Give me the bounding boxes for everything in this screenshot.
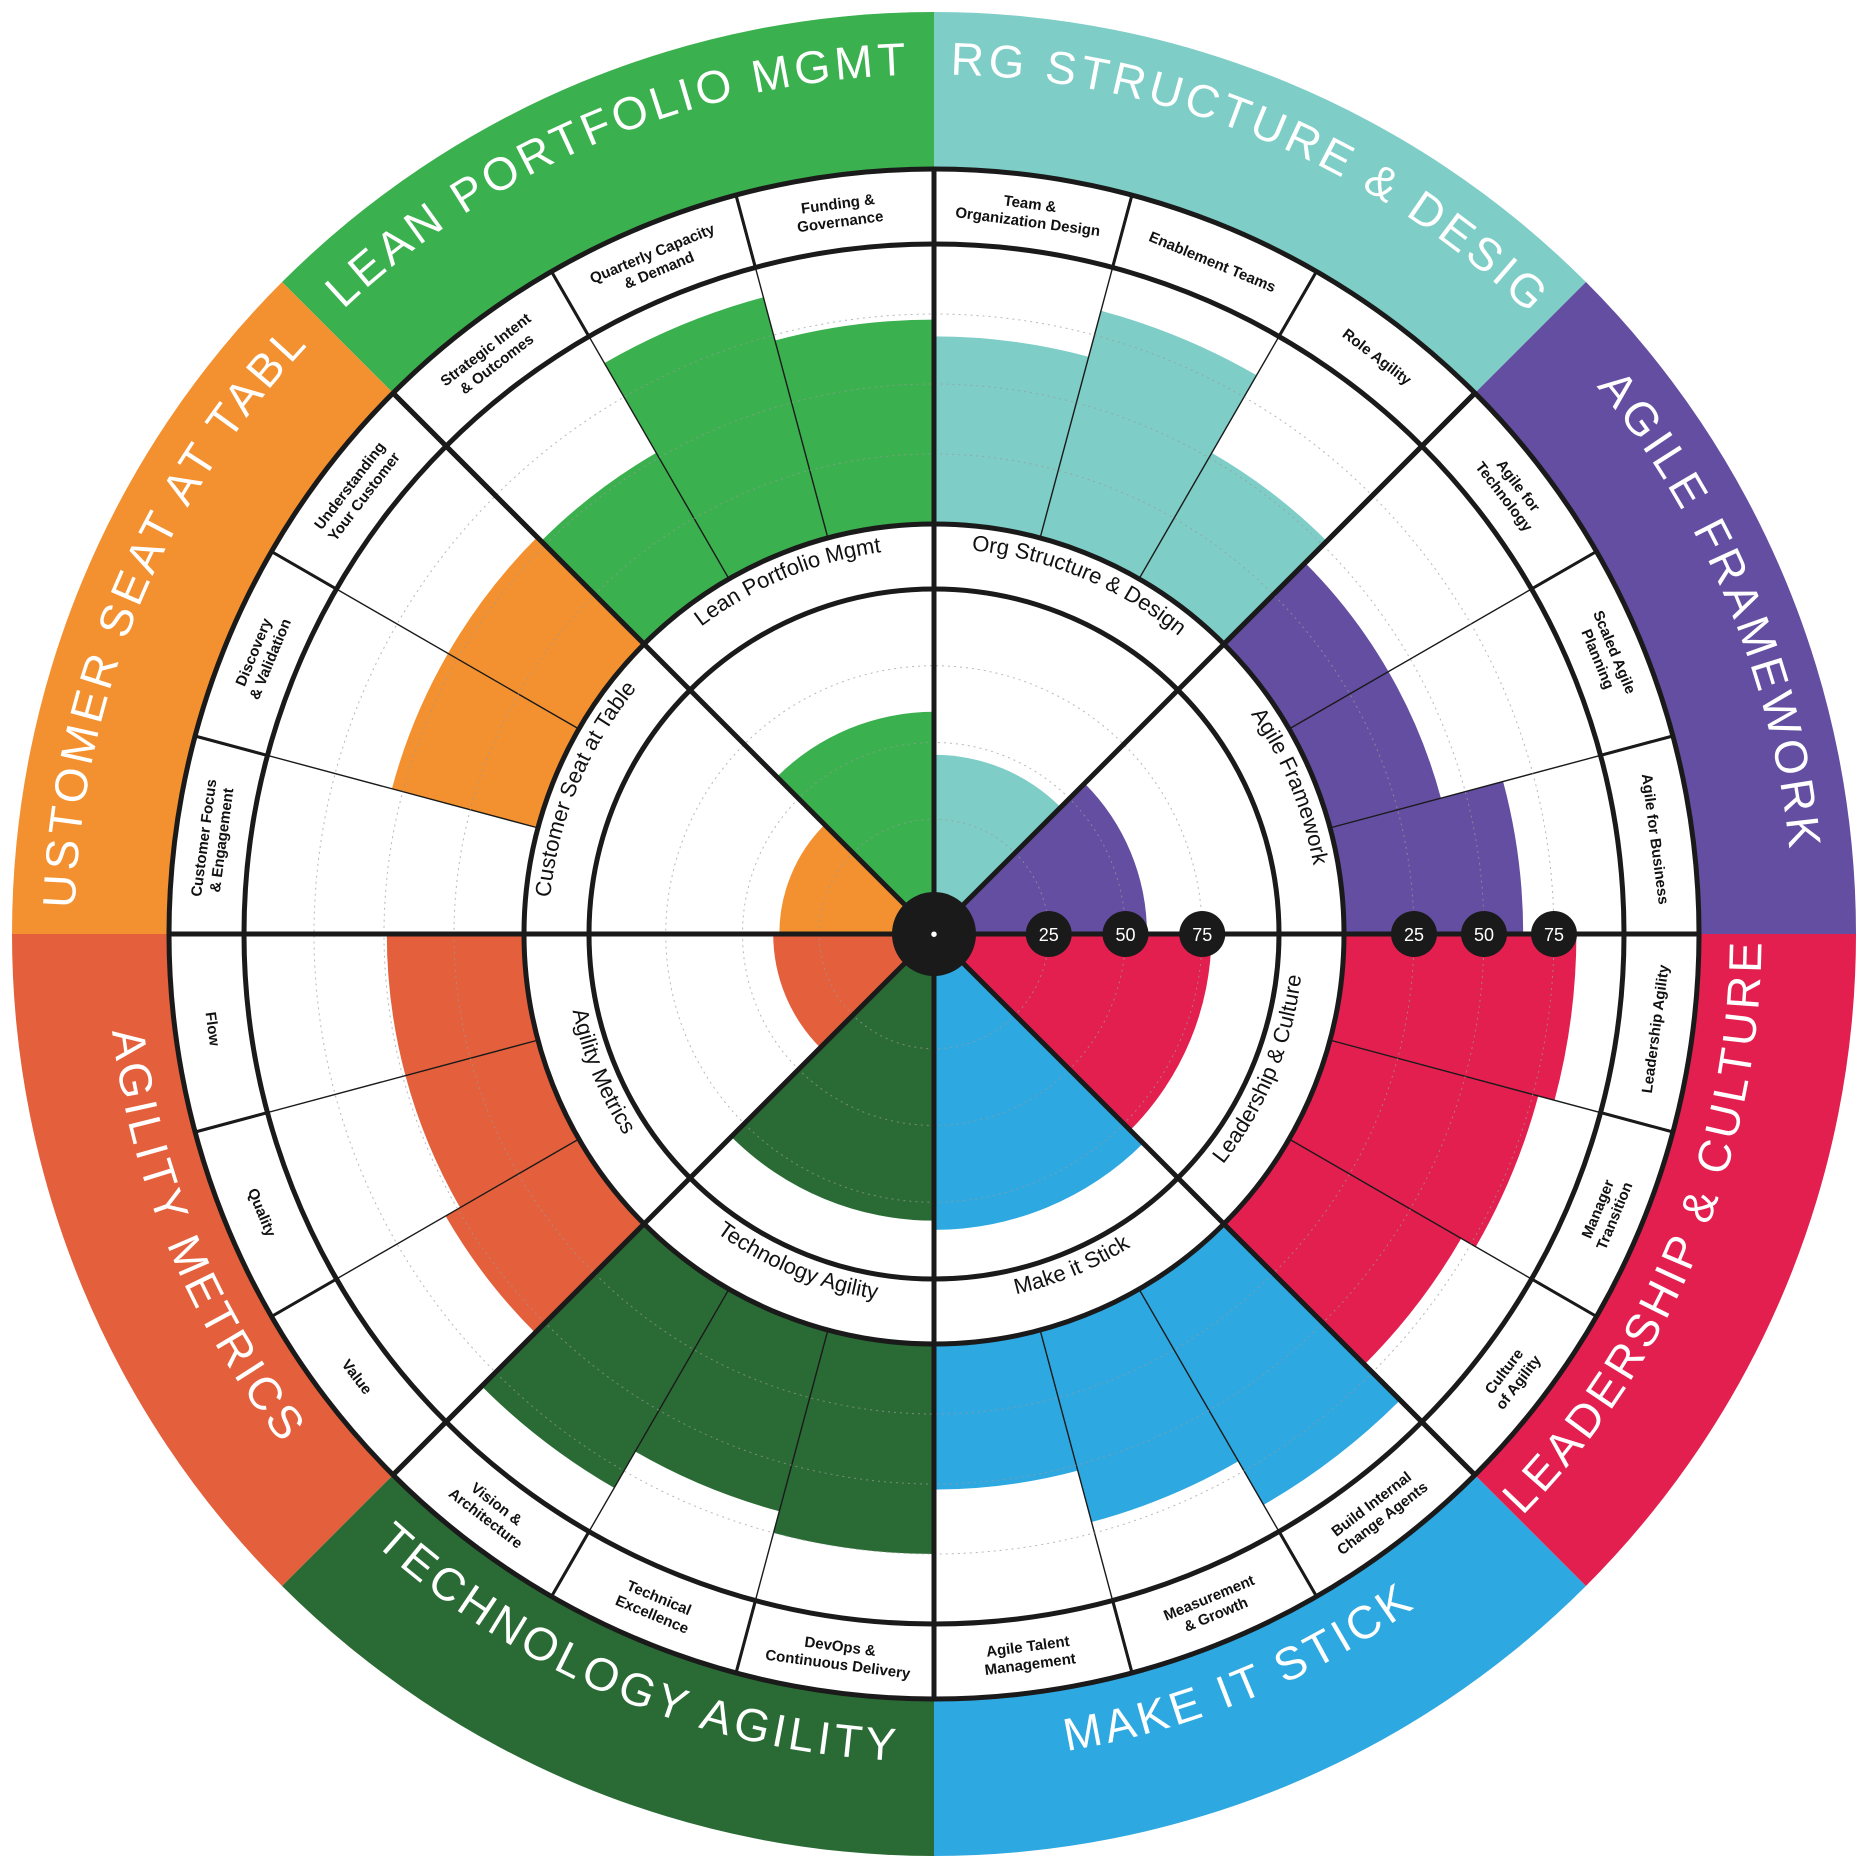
sector-divider bbox=[391, 959, 909, 1477]
inner-label-cell bbox=[524, 644, 691, 934]
category-bar bbox=[774, 319, 934, 538]
category-bar bbox=[1223, 1139, 1462, 1365]
category-divider bbox=[1039, 194, 1133, 539]
category-bar bbox=[1330, 934, 1577, 1101]
category-label: Flow bbox=[202, 1011, 223, 1047]
tick-label: 75 bbox=[1192, 925, 1212, 945]
tick-label: 50 bbox=[1115, 925, 1135, 945]
category-divider bbox=[1138, 1288, 1318, 1597]
overall-bar bbox=[934, 783, 1147, 934]
scale-ticks: 25 25 50 50 75 75 bbox=[1025, 911, 1577, 957]
inner-label-cell bbox=[644, 524, 934, 691]
sector-divider bbox=[391, 391, 909, 909]
tick-badge bbox=[1025, 911, 1072, 957]
segment-band bbox=[934, 11, 1586, 394]
center-dot: • bbox=[930, 924, 937, 946]
overall-bar bbox=[731, 934, 934, 1221]
tick-label: 25 bbox=[1039, 925, 1059, 945]
center-hub bbox=[892, 892, 976, 976]
overall-bar bbox=[773, 934, 934, 1048]
segment-band bbox=[282, 12, 934, 394]
category-divider bbox=[550, 1288, 730, 1597]
category-divider bbox=[1138, 271, 1318, 580]
tick-label: 25 bbox=[1404, 925, 1424, 945]
overall-bar bbox=[934, 934, 1144, 1230]
segment-band bbox=[282, 1474, 934, 1856]
segment-band bbox=[1474, 282, 1856, 934]
category-divider bbox=[1329, 1039, 1674, 1133]
category-divider bbox=[271, 1138, 580, 1318]
segment-band bbox=[934, 1474, 1586, 1856]
category-bar bbox=[1040, 1289, 1239, 1523]
overall-bar bbox=[934, 934, 1212, 1131]
category-bar bbox=[1330, 781, 1524, 934]
tick-label: 50 bbox=[1474, 925, 1494, 945]
inner-label-cell bbox=[1177, 644, 1344, 934]
inner-label-cell bbox=[644, 1177, 934, 1344]
inner-label-cell bbox=[934, 1177, 1224, 1344]
category-bar bbox=[1040, 310, 1257, 579]
category-divider bbox=[1329, 735, 1674, 829]
tick-badge bbox=[1531, 911, 1577, 957]
overall-bar bbox=[776, 711, 934, 934]
category-bar bbox=[635, 1289, 828, 1512]
tick-badge bbox=[1179, 911, 1226, 957]
category-bar bbox=[604, 297, 828, 579]
category-bar bbox=[405, 1040, 579, 1208]
category-divider bbox=[194, 735, 539, 829]
segment-band bbox=[11, 282, 394, 934]
inner-label-cell bbox=[1177, 934, 1344, 1224]
category-bar bbox=[541, 452, 729, 645]
segment-band bbox=[1474, 934, 1856, 1586]
inner-label-cell bbox=[524, 934, 691, 1224]
category-divider bbox=[1039, 1329, 1133, 1674]
category-divider bbox=[1288, 550, 1597, 730]
category-divider bbox=[550, 271, 730, 580]
category-bar bbox=[386, 934, 538, 1076]
category-divider bbox=[735, 1329, 829, 1674]
overall-bar bbox=[934, 754, 1061, 934]
inner-label-cell bbox=[934, 524, 1224, 691]
overall-bar bbox=[779, 824, 934, 934]
category-divider bbox=[1288, 1138, 1597, 1318]
sector-divider bbox=[959, 959, 1477, 1477]
category-divider bbox=[271, 550, 580, 730]
tick-badge bbox=[1102, 911, 1149, 957]
category-bar bbox=[1139, 1223, 1401, 1505]
category-divider bbox=[735, 194, 829, 539]
category-bar bbox=[934, 1330, 1078, 1490]
tick-badge bbox=[1391, 911, 1437, 957]
category-bar bbox=[1139, 452, 1327, 645]
category-bar bbox=[391, 653, 579, 828]
segment-band bbox=[12, 934, 394, 1586]
category-bar bbox=[934, 336, 1089, 538]
category-bar bbox=[1289, 1040, 1539, 1247]
category-divider bbox=[194, 1039, 539, 1133]
category-bar bbox=[773, 1330, 934, 1554]
category-bar bbox=[481, 1223, 729, 1488]
tick-label: 75 bbox=[1544, 925, 1564, 945]
tick-badge bbox=[1461, 911, 1507, 957]
ring-outlines bbox=[166, 166, 1702, 1702]
category-bar bbox=[1289, 671, 1441, 828]
sector-divider bbox=[959, 391, 1477, 909]
